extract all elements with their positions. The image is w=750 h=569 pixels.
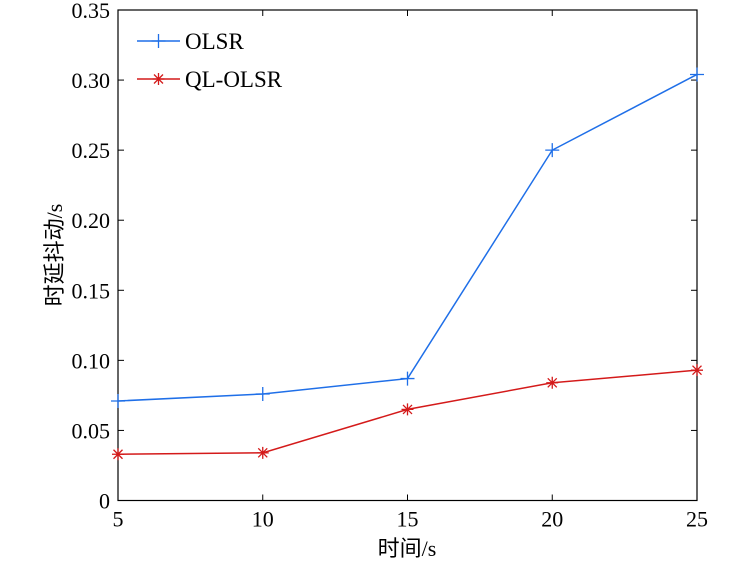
asterisk-marker bbox=[401, 403, 414, 416]
legend-item: OLSR bbox=[137, 29, 244, 54]
plus-marker bbox=[151, 34, 166, 48]
legend-label: QL-OLSR bbox=[185, 67, 283, 92]
x-tick-label: 10 bbox=[252, 507, 274, 532]
x-axis-label: 时间/s bbox=[378, 536, 437, 561]
asterisk-marker bbox=[152, 73, 165, 85]
x-tick-label: 15 bbox=[397, 507, 419, 532]
legend-item: QL-OLSR bbox=[137, 67, 283, 92]
series-line bbox=[117, 73, 698, 402]
x-tick-label: 25 bbox=[686, 507, 708, 532]
x-tick-label: 20 bbox=[541, 507, 563, 532]
plus-marker bbox=[400, 371, 415, 386]
legend: OLSR QL-OLSR bbox=[137, 29, 283, 92]
y-tick-label: 0.15 bbox=[72, 278, 111, 303]
series-group bbox=[111, 67, 704, 461]
y-tick-label: 0.05 bbox=[72, 418, 111, 443]
legend-label: OLSR bbox=[185, 29, 244, 54]
y-tick-label: 0 bbox=[99, 489, 110, 514]
asterisk-marker bbox=[691, 364, 703, 377]
y-tick-label: 0.25 bbox=[72, 138, 111, 163]
plus-marker bbox=[545, 143, 560, 158]
plus-marker bbox=[255, 386, 270, 401]
plus-marker bbox=[690, 67, 704, 82]
x-tick-label: 5 bbox=[113, 507, 124, 532]
y-axis-label: 时延抖动/s bbox=[42, 204, 67, 307]
y-tick-label: 0.10 bbox=[72, 348, 111, 373]
plus-marker bbox=[111, 393, 125, 408]
series-ql-olsr bbox=[112, 364, 703, 461]
asterisk-marker bbox=[112, 448, 124, 461]
y-tick-label: 0.20 bbox=[72, 208, 111, 233]
y-tick-label: 0.35 bbox=[72, 0, 111, 23]
series-olsr bbox=[111, 67, 704, 408]
y-tick-label: 0.30 bbox=[72, 68, 111, 93]
asterisk-marker bbox=[256, 446, 269, 459]
axes: 5 10 15 20 25 0 0.05 0.10 0.15 0.20 0.25 0.30 0.35 bbox=[72, 0, 709, 532]
asterisk-marker bbox=[546, 376, 559, 389]
